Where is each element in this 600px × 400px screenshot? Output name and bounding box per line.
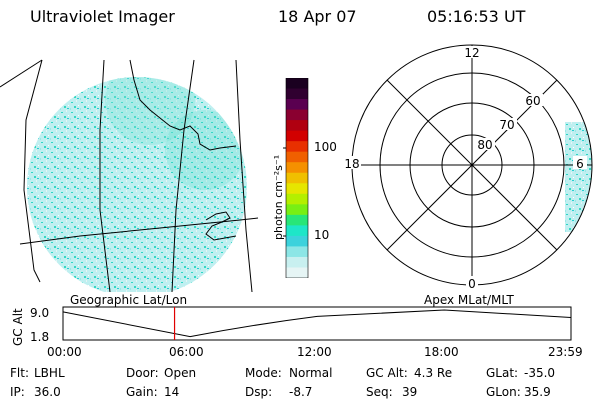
colorbar-cell bbox=[286, 88, 308, 100]
polar-mlt-6: 6 bbox=[576, 157, 584, 171]
altitude-ytick-max: 9.0 bbox=[30, 306, 50, 320]
polar-mlat-80: 80 bbox=[477, 138, 492, 152]
colorbar-tick-label-100: 100 bbox=[314, 140, 337, 154]
altitude-xtick-1200: 12:00 bbox=[297, 345, 332, 359]
colorbar-gradient bbox=[286, 78, 308, 278]
colorbar-cell bbox=[286, 225, 308, 237]
lat-lon-grid bbox=[0, 59, 259, 292]
colorbar-cell bbox=[286, 246, 308, 258]
colorbar-cell bbox=[286, 130, 308, 142]
colorbar-cell bbox=[286, 267, 308, 278]
colorbar-cell bbox=[286, 183, 308, 195]
colorbar-tick-label-10: 10 bbox=[314, 228, 330, 242]
colorbar-cell bbox=[286, 193, 308, 205]
colorbar-cell bbox=[286, 120, 308, 132]
colorbar-cell bbox=[286, 204, 308, 216]
altitude-xtick-0000: 00:00 bbox=[47, 345, 82, 359]
polar-mlt-12: 12 bbox=[464, 46, 479, 60]
polar-plot-label: Apex MLat/MLT bbox=[424, 293, 514, 307]
instrument-title: Ultraviolet Imager bbox=[30, 7, 175, 26]
altitude-series-line bbox=[62, 309, 572, 338]
colorbar-cell bbox=[286, 256, 308, 268]
time-label: 05:16:53 UT bbox=[427, 7, 526, 26]
dsp-label: Dsp: bbox=[245, 385, 273, 399]
gc-alt-value: 4.3 Re bbox=[414, 366, 453, 380]
mode-label: Mode: bbox=[245, 366, 282, 380]
geographic-map-label: Geographic Lat/Lon bbox=[70, 293, 188, 307]
date-label: 18 Apr 07 bbox=[278, 7, 357, 26]
gain-value: 14 bbox=[164, 385, 180, 399]
colorbar-cell bbox=[286, 172, 308, 184]
colorbar-cell bbox=[286, 99, 308, 111]
colorbar bbox=[283, 78, 309, 278]
colorbar-cell bbox=[286, 109, 308, 121]
glon-value: 35.9 bbox=[524, 385, 551, 399]
ip-value: 36.0 bbox=[34, 385, 61, 399]
altitude-xtick-0600: 06:00 bbox=[169, 345, 204, 359]
filter-value: LBHL bbox=[34, 366, 65, 380]
glat-value: -35.0 bbox=[524, 366, 556, 380]
gain-label: Gain: bbox=[126, 385, 158, 399]
altitude-chart-frame bbox=[62, 306, 572, 341]
door-value: Open bbox=[164, 366, 197, 380]
colorbar-cell bbox=[286, 214, 308, 226]
polar-mlt-0: 0 bbox=[468, 277, 476, 290]
colorbar-cell bbox=[286, 151, 308, 163]
colorbar-cell bbox=[286, 235, 308, 247]
altitude-ytick-min: 1.8 bbox=[30, 330, 50, 344]
colorbar-cell bbox=[286, 162, 308, 174]
colorbar-cell bbox=[286, 78, 308, 90]
dsp-value: -8.7 bbox=[289, 385, 313, 399]
polar-mlt-18: 18 bbox=[344, 157, 359, 171]
glat-label: GLat: bbox=[486, 366, 519, 380]
door-label: Door: bbox=[126, 366, 159, 380]
seq-label: Seq: bbox=[366, 385, 393, 399]
polar-grid bbox=[351, 44, 593, 286]
altitude-xtick-2359: 23:59 bbox=[548, 345, 583, 359]
seq-value: 39 bbox=[402, 385, 418, 399]
filter-label: Flt: bbox=[10, 366, 29, 380]
ip-label: IP: bbox=[10, 385, 25, 399]
altitude-axis-label: GC Alt bbox=[11, 308, 25, 346]
polar-mlat-60: 60 bbox=[525, 94, 540, 108]
colorbar-unit-label: photon cm⁻²s⁻¹ bbox=[272, 154, 285, 240]
geographic-map bbox=[0, 59, 259, 292]
gc-alt-label: GC Alt: bbox=[366, 366, 408, 380]
polar-plot: 12 18 6 0 60 70 80 bbox=[341, 44, 593, 290]
altitude-chart bbox=[62, 306, 572, 341]
altitude-xtick-1800: 18:00 bbox=[424, 345, 459, 359]
colorbar-cell bbox=[286, 141, 308, 153]
polar-emission-patch bbox=[565, 122, 592, 232]
glon-label: GLon: bbox=[486, 385, 521, 399]
polar-mlat-70: 70 bbox=[499, 118, 514, 132]
mode-value: Normal bbox=[289, 366, 333, 380]
